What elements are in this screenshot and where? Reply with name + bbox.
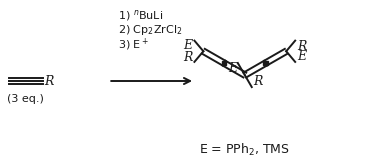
Bar xyxy=(222,61,226,65)
Text: E: E xyxy=(297,50,306,63)
Text: 3) E$^+$: 3) E$^+$ xyxy=(118,37,149,53)
Text: E = PPh$_2$, TMS: E = PPh$_2$, TMS xyxy=(199,142,290,158)
Text: E: E xyxy=(228,62,237,75)
Text: R: R xyxy=(253,75,262,88)
Text: R: R xyxy=(45,74,54,88)
Text: E: E xyxy=(183,39,192,52)
Text: R: R xyxy=(297,40,307,53)
Bar xyxy=(263,61,268,65)
Text: 2) Cp$_2$ZrCl$_2$: 2) Cp$_2$ZrCl$_2$ xyxy=(118,23,183,37)
Text: R: R xyxy=(183,51,192,64)
Text: 1) $^n$BuLi: 1) $^n$BuLi xyxy=(118,8,164,23)
Text: (3 eq.): (3 eq.) xyxy=(7,94,44,104)
